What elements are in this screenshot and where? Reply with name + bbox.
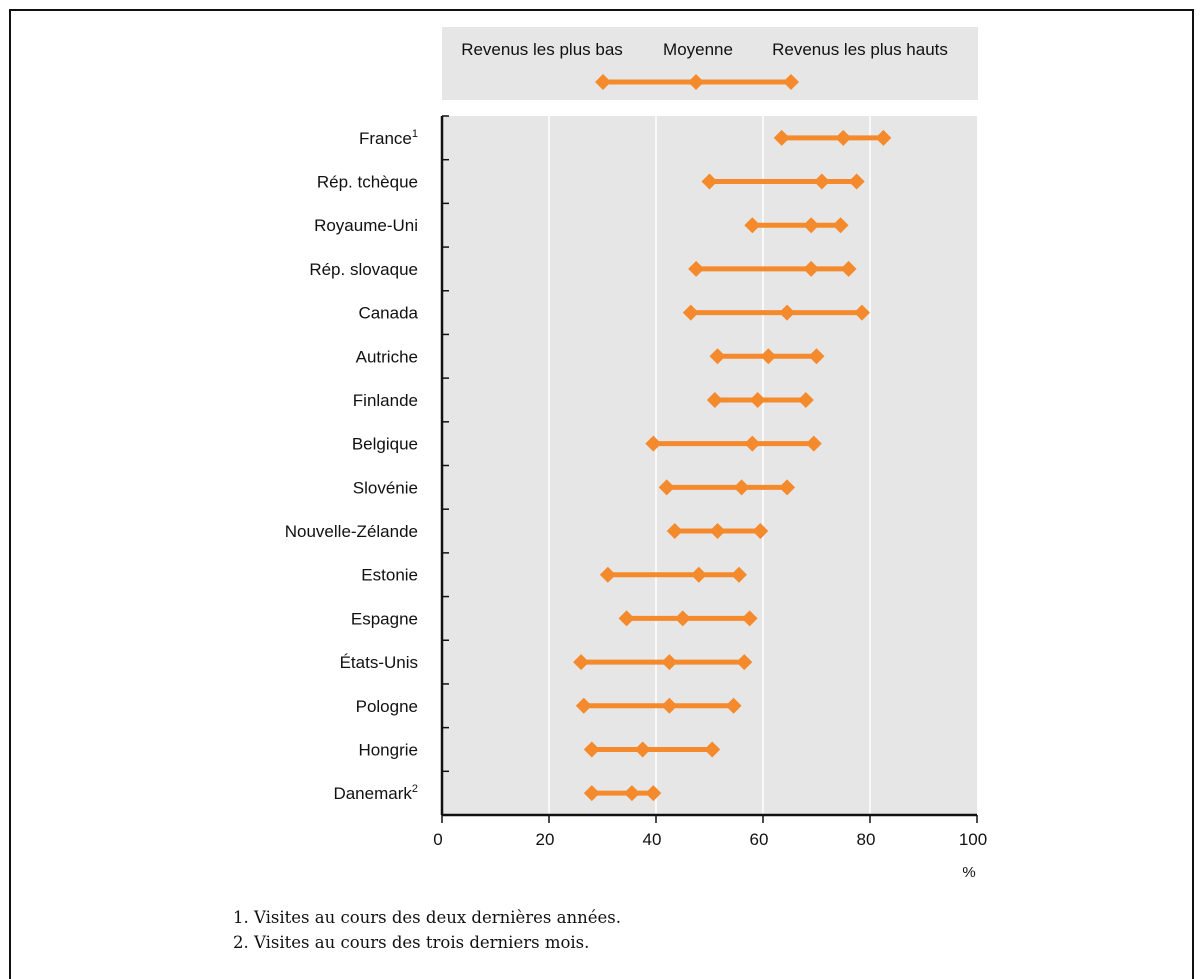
marker-highest-income (832, 217, 849, 234)
category-label: Danemark2 (333, 783, 418, 803)
marker-lowest-income (583, 785, 600, 802)
marker-highest-income (848, 173, 865, 190)
footnote-1: 1. Visites au cours des deux dernières a… (233, 908, 621, 927)
marker-lowest-income (573, 654, 590, 671)
marker-average (733, 479, 750, 496)
footnote-2: 2. Visites au cours des trois derniers m… (233, 933, 590, 952)
marker-lowest-income (599, 566, 616, 583)
marker-lowest-income (701, 173, 718, 190)
category-label: Royaume-Uni (314, 216, 418, 235)
chart: Revenus les plus bas Moyenne Revenus les p… (285, 27, 987, 881)
marker-average (674, 610, 691, 627)
marker-lowest-income (688, 260, 705, 277)
category-label: Nouvelle-Zélande (285, 522, 418, 541)
marker-average (661, 697, 678, 714)
marker-average (744, 435, 761, 452)
marker-lowest-income (773, 129, 790, 146)
category-label: Hongrie (358, 740, 418, 759)
category-label: Belgique (352, 435, 418, 454)
marker-highest-income (840, 260, 857, 277)
x-tick-label: 60 (750, 830, 769, 849)
x-tick-label: 100 (959, 830, 987, 849)
marker-average (623, 785, 640, 802)
marker-highest-income (741, 610, 758, 627)
marker-average (803, 217, 820, 234)
marker-average (760, 348, 777, 365)
category-label: Pologne (356, 697, 418, 716)
category-label: Canada (358, 304, 418, 323)
plot-area: 0 20 40 60 80 100% France1 Rép. tchèque Royaume-… (285, 115, 987, 881)
marker-average (749, 391, 766, 408)
legend-box (442, 27, 978, 100)
marker-average (779, 304, 796, 321)
marker-lowest-income (744, 217, 761, 234)
marker-lowest-income (666, 523, 683, 540)
category-label: Espagne (351, 609, 418, 628)
marker-highest-income (805, 435, 822, 452)
marker-average (813, 173, 830, 190)
marker-lowest-income (583, 741, 600, 758)
x-tick-label: 0 (433, 830, 442, 849)
marker-average (634, 741, 651, 758)
marker-lowest-income (709, 348, 726, 365)
plot-background (442, 116, 977, 815)
marker-lowest-income (575, 697, 592, 714)
legend-marker (688, 74, 704, 90)
legend: Revenus les plus bas Moyenne Revenus les p… (442, 27, 978, 100)
marker-highest-income (736, 654, 753, 671)
x-tick-label: 40 (643, 830, 662, 849)
x-tick-label: 80 (857, 830, 876, 849)
x-tick-label: 20 (536, 830, 555, 849)
marker-lowest-income (658, 479, 675, 496)
marker-average (709, 523, 726, 540)
marker-average (661, 654, 678, 671)
x-axis-unit: % (962, 864, 975, 881)
category-label: États-Unis (340, 653, 418, 672)
category-label: Finlande (353, 391, 418, 410)
legend-label: Revenus les plus bas (461, 40, 623, 59)
category-label: Rép. tchèque (317, 173, 418, 192)
legend-marker (783, 74, 799, 90)
category-label: Autriche (356, 347, 418, 366)
marker-lowest-income (706, 391, 723, 408)
marker-highest-income (779, 479, 796, 496)
legend-label: Moyenne (663, 40, 733, 59)
marker-highest-income (645, 785, 662, 802)
marker-highest-income (808, 348, 825, 365)
marker-highest-income (875, 129, 892, 146)
category-label: Estonie (361, 566, 418, 585)
marker-lowest-income (618, 610, 635, 627)
legend-marker (595, 74, 611, 90)
marker-highest-income (853, 304, 870, 321)
marker-average (803, 260, 820, 277)
category-label: Rép. slovaque (309, 260, 418, 279)
legend-label: Revenus les plus hauts (772, 40, 948, 59)
marker-highest-income (704, 741, 721, 758)
marker-highest-income (797, 391, 814, 408)
figure-frame (9, 9, 1194, 979)
marker-highest-income (730, 566, 747, 583)
marker-highest-income (752, 523, 769, 540)
marker-lowest-income (645, 435, 662, 452)
marker-lowest-income (682, 304, 699, 321)
category-label: Slovénie (353, 478, 418, 497)
footnotes: 1. Visites au cours des deux dernières a… (233, 905, 621, 955)
marker-average (690, 566, 707, 583)
category-label: France1 (359, 128, 418, 148)
marker-highest-income (725, 697, 742, 714)
marker-average (835, 129, 852, 146)
